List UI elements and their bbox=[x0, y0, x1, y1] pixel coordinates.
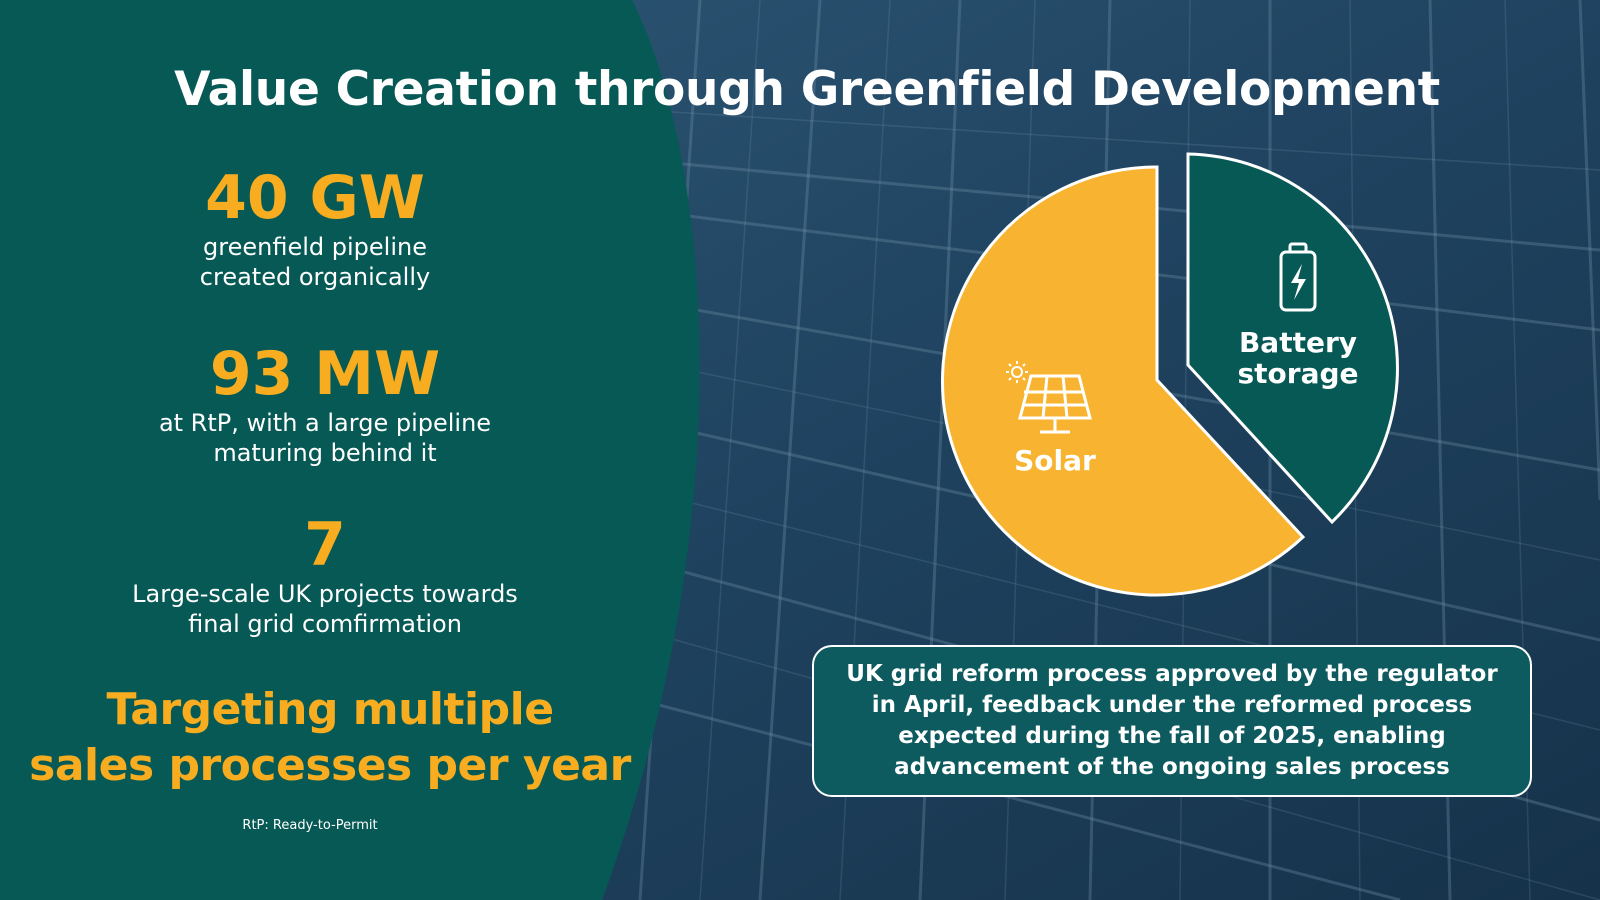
teal-side-panel bbox=[0, 0, 700, 900]
battery-label-line: Battery bbox=[1239, 326, 1357, 359]
solar-panel-icon bbox=[1018, 374, 1092, 434]
stat-description: at RtP, with a large pipeline maturing b… bbox=[100, 408, 550, 468]
solar-label: Solar bbox=[1014, 444, 1096, 477]
stat-rtp: 93 MW at RtP, with a large pipeline matu… bbox=[100, 344, 550, 468]
callout-line: advancement of the ongoing sales process bbox=[894, 754, 1450, 780]
targeting-line: sales processes per year bbox=[29, 740, 631, 791]
stat-description-line: at RtP, with a large pipeline bbox=[158, 409, 492, 437]
stat-value: 40 GW bbox=[205, 163, 425, 233]
stat-description-line: maturing behind it bbox=[213, 439, 437, 467]
callout-line: expected during the fall of 2025, enabli… bbox=[898, 723, 1446, 749]
stat-value: 93 MW bbox=[209, 339, 441, 409]
battery-charging-icon bbox=[1279, 242, 1317, 312]
stat-description: greenfield pipeline created organically bbox=[90, 232, 540, 292]
stat-projects: 7 Large-scale UK projects towards final … bbox=[90, 515, 560, 639]
targeting-statement: Targeting multiple sales processes per y… bbox=[10, 682, 650, 794]
stat-description: Large-scale UK projects towards final gr… bbox=[90, 579, 560, 639]
stat-pipeline: 40 GW greenfield pipeline created organi… bbox=[90, 168, 540, 292]
stat-description-line: final grid comfirmation bbox=[188, 610, 462, 638]
grid-reform-callout: UK grid reform process approved by the r… bbox=[812, 645, 1532, 797]
footnote: RtP: Ready-to-Permit bbox=[242, 818, 378, 833]
stat-value: 7 bbox=[304, 510, 346, 580]
pipeline-pie-graphic: Battery storage Solar bbox=[941, 152, 1399, 597]
stat-description-line: greenfield pipeline bbox=[203, 233, 427, 261]
stat-description-line: Large-scale UK projects towards bbox=[132, 580, 518, 608]
callout-line: UK grid reform process approved by the r… bbox=[846, 661, 1498, 687]
pie-slice-solar bbox=[941, 165, 1306, 597]
battery-label-line: storage bbox=[1237, 357, 1358, 390]
pie-slice-battery bbox=[1186, 152, 1399, 525]
targeting-line: Targeting multiple bbox=[106, 684, 554, 735]
stat-description-line: created organically bbox=[199, 263, 431, 291]
sun-icon bbox=[1006, 361, 1028, 383]
callout-line: in April, feedback under the reformed pr… bbox=[871, 692, 1473, 718]
page-title: Value Creation through Greenfield Develo… bbox=[174, 62, 1440, 117]
